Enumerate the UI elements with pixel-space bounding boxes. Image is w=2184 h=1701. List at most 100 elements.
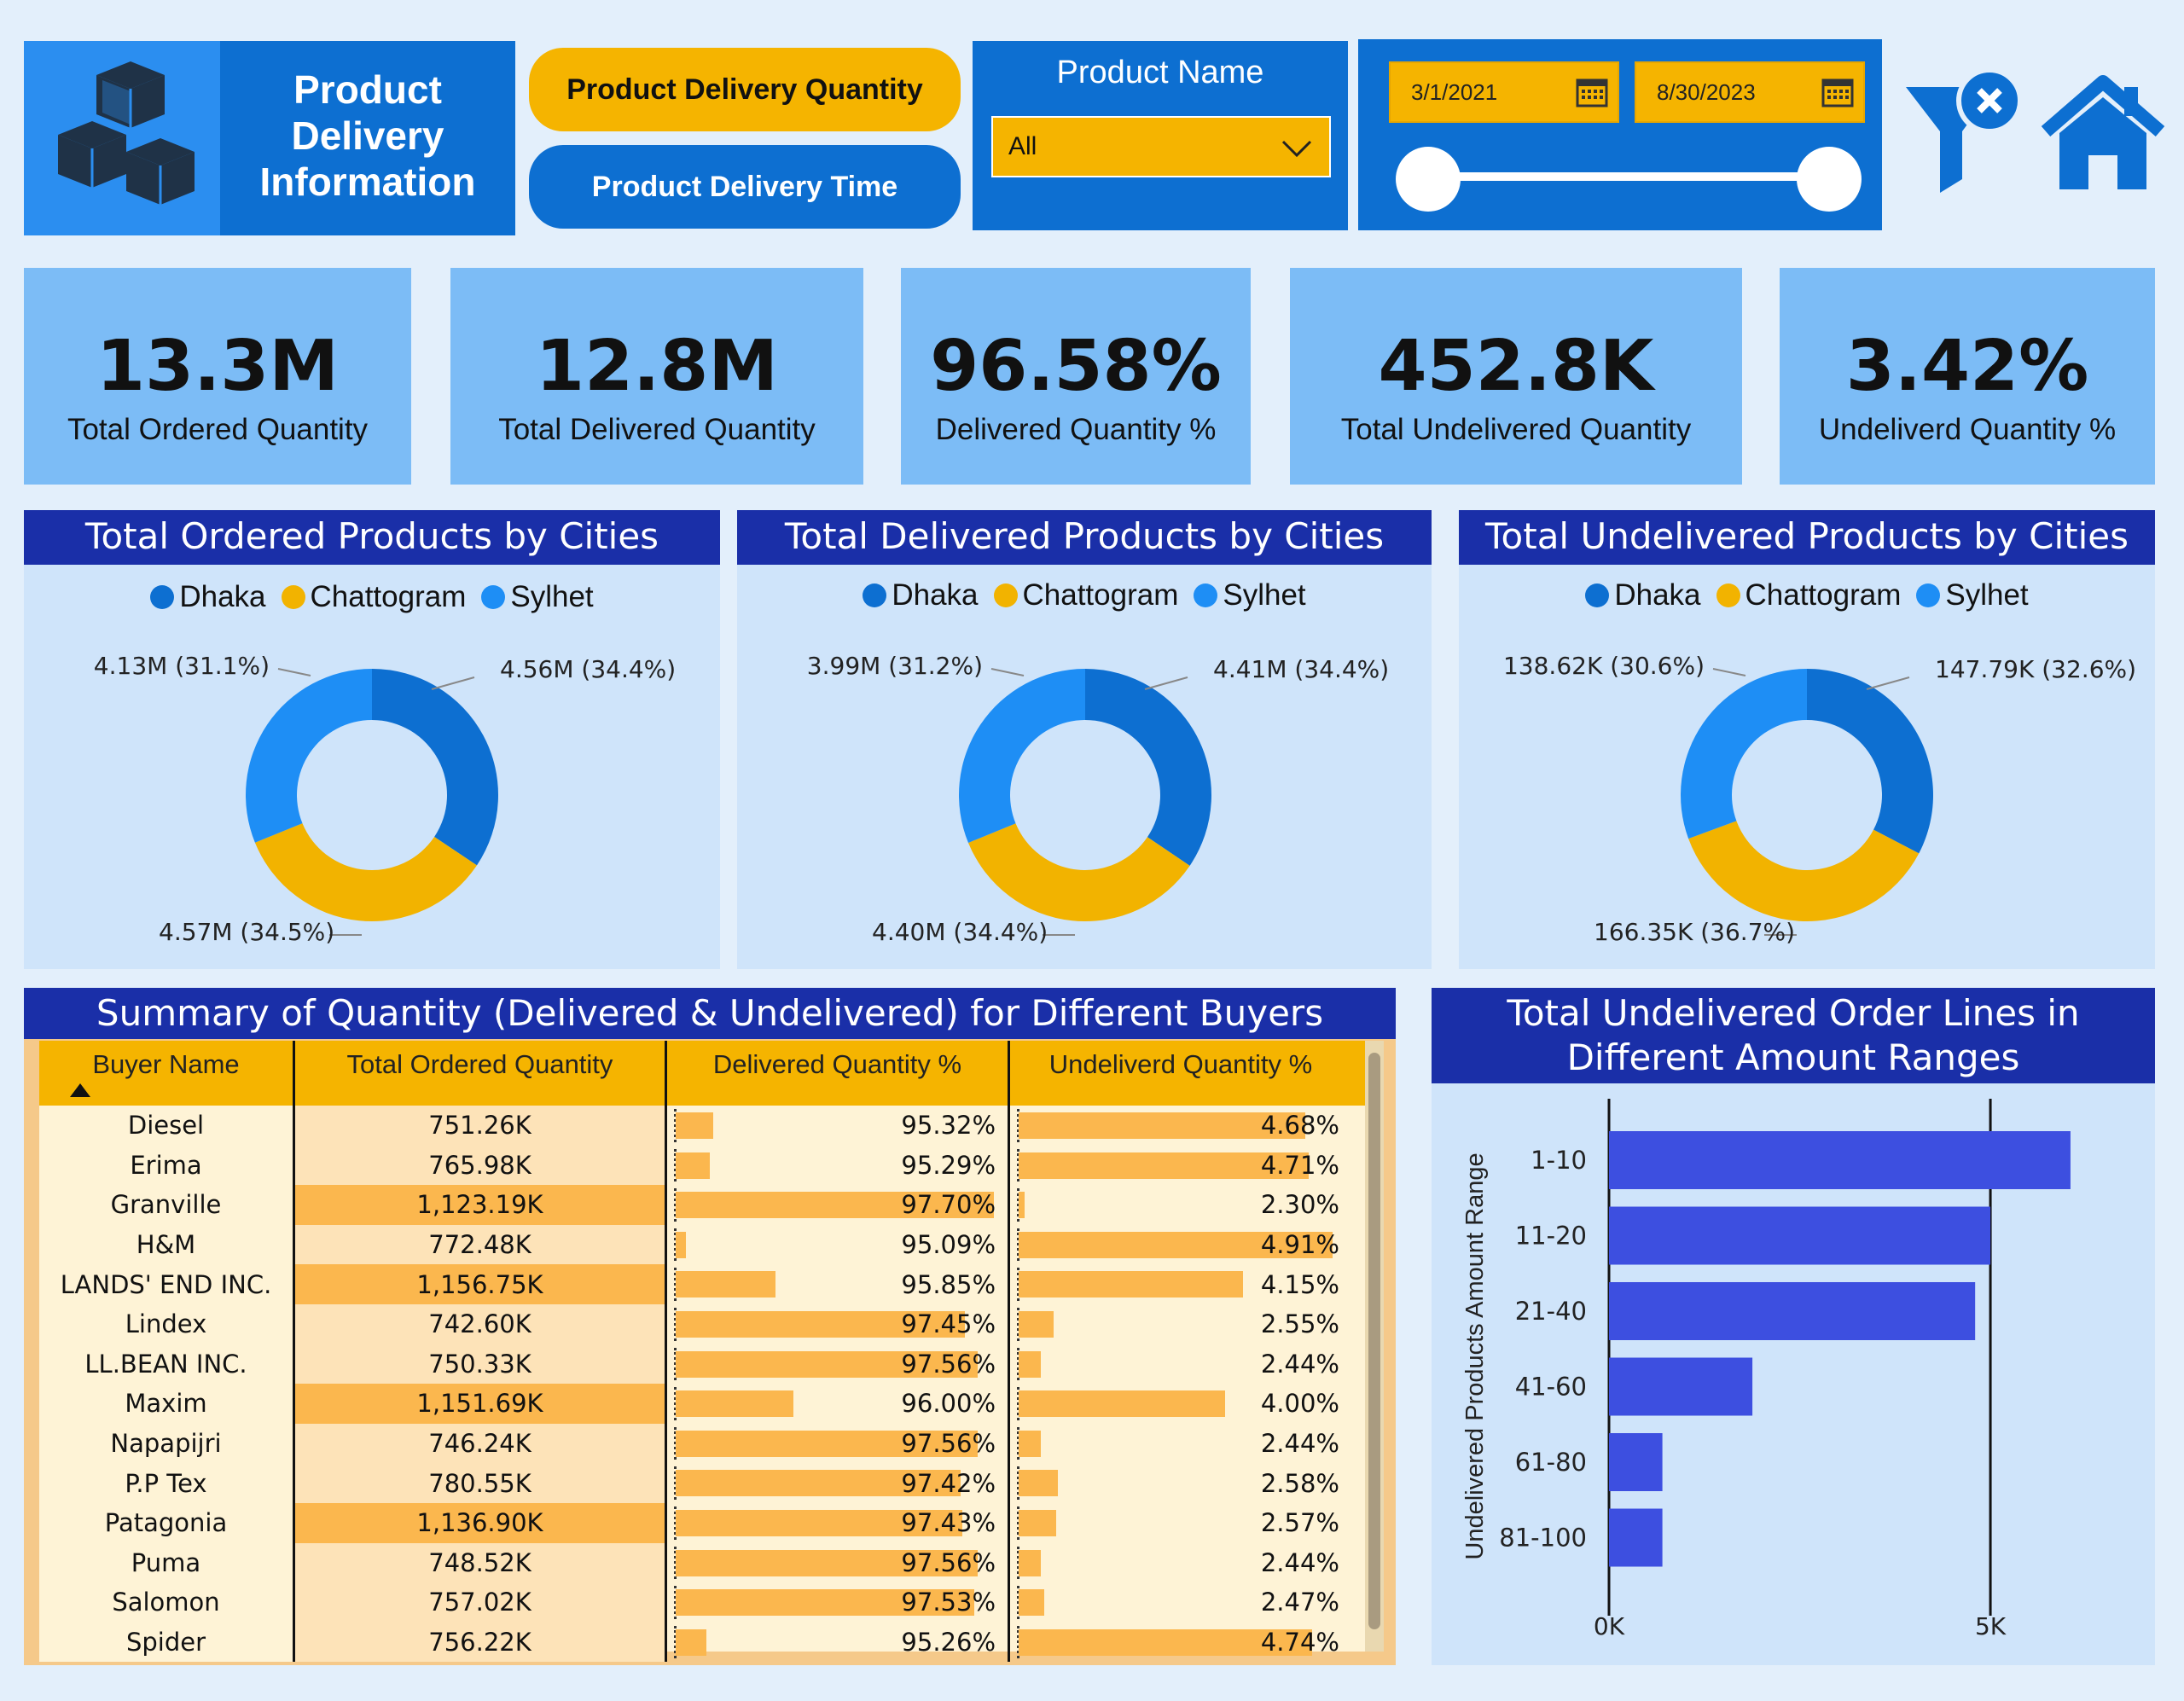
kpi-undelivered-quantity-percent: 3.42% Undeliverd Quantity % bbox=[1780, 268, 2155, 485]
bar-11-20[interactable] bbox=[1609, 1206, 1991, 1265]
data-bar bbox=[676, 1231, 687, 1258]
product-name-label: Product Name bbox=[1056, 55, 1264, 90]
cell-undelivered-percent: 2.30% bbox=[1010, 1185, 1351, 1225]
table-row[interactable]: Spider 756.22K 95.26% 4.74% bbox=[39, 1622, 1384, 1663]
cell-text: Patagonia bbox=[104, 1508, 228, 1538]
legend-item-chattogram[interactable]: Chattogram bbox=[281, 580, 466, 614]
donut-slice-sylhet[interactable] bbox=[1681, 669, 1807, 839]
product-delivery-time-button[interactable]: Product Delivery Time bbox=[529, 145, 961, 229]
leader-line bbox=[1866, 676, 1910, 690]
legend-item-chattogram[interactable]: Chattogram bbox=[993, 578, 1178, 612]
date-slider-start-handle[interactable] bbox=[1396, 147, 1461, 212]
cell-text: 746.24K bbox=[428, 1429, 531, 1459]
chart-title: Total Ordered Products by Cities bbox=[24, 510, 720, 565]
cell-text: 2.44% bbox=[1260, 1429, 1339, 1459]
table-title: Summary of Quantity (Delivered & Undeliv… bbox=[24, 988, 1396, 1039]
scrollbar-thumb[interactable] bbox=[1368, 1053, 1380, 1629]
cell-text: 97.43% bbox=[901, 1508, 996, 1538]
bar-chart-svg[interactable]: 0K 5K 1-10 11-20 21-40 41-60 61-80 81-100 Undeli… bbox=[1432, 988, 2155, 1665]
cell-text: 2.55% bbox=[1260, 1309, 1339, 1339]
legend-item-sylhet[interactable]: Sylhet bbox=[1194, 578, 1306, 612]
date-slider-track[interactable] bbox=[1426, 172, 1829, 181]
cell-text: 2.44% bbox=[1260, 1349, 1339, 1379]
table-body: Diesel 751.26K 95.32% 4.68% Erima 765.98K 95.2… bbox=[39, 1106, 1384, 1663]
table-row[interactable]: Napapijri 746.24K 97.56% 2.44% bbox=[39, 1423, 1384, 1464]
product-name-dropdown[interactable]: All bbox=[991, 116, 1331, 177]
cell-text: 97.53% bbox=[901, 1588, 996, 1617]
bar-1-10[interactable] bbox=[1609, 1131, 2071, 1189]
bar-21-40[interactable] bbox=[1609, 1282, 1976, 1340]
table-scrollbar[interactable] bbox=[1365, 1041, 1384, 1652]
product-delivery-quantity-button[interactable]: Product Delivery Quantity bbox=[529, 48, 961, 131]
table-row[interactable]: H&M 772.48K 95.09% 4.91% bbox=[39, 1224, 1384, 1265]
cell-text: 95.09% bbox=[901, 1230, 996, 1260]
cell-text: LL.BEAN INC. bbox=[84, 1349, 247, 1379]
start-date-input[interactable]: 3/1/2021 bbox=[1389, 61, 1619, 123]
legend-dot bbox=[1916, 583, 1941, 607]
donut-slice-dhaka[interactable] bbox=[1085, 669, 1211, 866]
cell-total-ordered: 751.26K bbox=[295, 1106, 667, 1146]
legend-item-dhaka[interactable]: Dhaka bbox=[863, 578, 979, 612]
table-row[interactable]: P.P Tex 780.55K 97.42% 2.58% bbox=[39, 1463, 1384, 1503]
delivered-donut-svg[interactable]: 4.41M (34.4%) 4.40M (34.4%) 3.99M (31.2%) bbox=[737, 510, 1432, 969]
donut-slice-dhaka[interactable] bbox=[1807, 669, 1933, 854]
calendar-icon[interactable] bbox=[1821, 75, 1855, 109]
cell-undelivered-percent: 4.15% bbox=[1010, 1264, 1351, 1304]
legend-item-sylhet[interactable]: Sylhet bbox=[1916, 578, 2029, 612]
bar-axis bbox=[1017, 1546, 1019, 1580]
column-header-total-ordered[interactable]: Total Ordered Quantity bbox=[295, 1041, 667, 1106]
bar-61-80[interactable] bbox=[1609, 1433, 1663, 1491]
kpi-value: 3.42% bbox=[1845, 326, 2089, 407]
home-icon[interactable] bbox=[2039, 75, 2167, 194]
calendar-icon[interactable] bbox=[1575, 75, 1609, 109]
table-row[interactable]: Granville 1,123.19K 97.70% 2.30% bbox=[39, 1185, 1384, 1225]
data-bar bbox=[1019, 1152, 1309, 1179]
sort-ascending-icon[interactable] bbox=[68, 1082, 92, 1099]
cell-delivered-percent: 97.53% bbox=[667, 1582, 1010, 1623]
bar-41-60[interactable] bbox=[1609, 1357, 1753, 1416]
legend-item-dhaka[interactable]: Dhaka bbox=[150, 580, 266, 614]
cell-total-ordered: 748.52K bbox=[295, 1542, 667, 1583]
table-row[interactable]: Diesel 751.26K 95.32% 4.68% bbox=[39, 1106, 1384, 1146]
data-bar bbox=[1019, 1549, 1042, 1576]
table-row[interactable]: Lindex 742.60K 97.45% 2.55% bbox=[39, 1304, 1384, 1344]
column-header-undelivered-percent[interactable]: Undeliverd Quantity % bbox=[1010, 1041, 1351, 1106]
data-bar bbox=[676, 1430, 978, 1457]
legend-item-dhaka[interactable]: Dhaka bbox=[1585, 578, 1701, 612]
clear-filters-icon[interactable] bbox=[1901, 68, 2029, 205]
donut-slice-chattogram[interactable] bbox=[254, 823, 477, 921]
date-slider-end-handle[interactable] bbox=[1797, 147, 1862, 212]
bar-81-100[interactable] bbox=[1609, 1508, 1663, 1567]
cell-text: 95.26% bbox=[901, 1628, 996, 1657]
cell-text: 742.60K bbox=[428, 1309, 531, 1339]
table-row[interactable]: LANDS' END INC. 1,156.75K 95.85% 4.15% bbox=[39, 1264, 1384, 1304]
table-row[interactable]: Patagonia 1,136.90K 97.43% 2.57% bbox=[39, 1503, 1384, 1543]
cell-undelivered-percent: 2.44% bbox=[1010, 1543, 1351, 1583]
end-date-input[interactable]: 8/30/2023 bbox=[1635, 61, 1865, 123]
cell-text: 96.00% bbox=[901, 1389, 996, 1419]
table-row[interactable]: Salomon 757.02K 97.53% 2.47% bbox=[39, 1582, 1384, 1623]
report-logo-banner: Product Delivery Information bbox=[24, 41, 515, 235]
cell-text: H&M bbox=[136, 1230, 196, 1260]
legend-item-sylhet[interactable]: Sylhet bbox=[481, 580, 594, 614]
bar-axis bbox=[1017, 1586, 1019, 1619]
bar-axis bbox=[674, 1347, 677, 1381]
donut-slice-dhaka[interactable] bbox=[372, 669, 498, 866]
undelivered-donut-svg[interactable]: 147.79K (32.6%) 166.35K (36.7%) 138.62K (3… bbox=[1459, 510, 2155, 969]
donut-slice-sylhet[interactable] bbox=[959, 669, 1085, 843]
column-header-buyer-name[interactable]: Buyer Name bbox=[39, 1041, 295, 1106]
bar-axis bbox=[1017, 1466, 1019, 1500]
donut-slice-chattogram[interactable] bbox=[1688, 821, 1920, 921]
donut-slice-chattogram[interactable] bbox=[967, 823, 1190, 921]
legend-item-chattogram[interactable]: Chattogram bbox=[1716, 578, 1901, 612]
table-row[interactable]: Puma 748.52K 97.56% 2.44% bbox=[39, 1542, 1384, 1583]
data-label: 138.62K (30.6%) bbox=[1503, 652, 1705, 680]
column-header-delivered-percent[interactable]: Delivered Quantity % bbox=[667, 1041, 1010, 1106]
donut-slice-sylhet[interactable] bbox=[245, 669, 372, 843]
ordered-donut-svg[interactable]: 4.56M (34.4%) 4.57M (34.5%) 4.13M (31.1%) bbox=[24, 510, 720, 969]
table-row[interactable]: LL.BEAN INC. 750.33K 97.56% 2.44% bbox=[39, 1344, 1384, 1385]
cell-text: 97.56% bbox=[901, 1429, 996, 1459]
bar-axis bbox=[1017, 1387, 1019, 1420]
table-row[interactable]: Erima 765.98K 95.29% 4.71% bbox=[39, 1145, 1384, 1186]
table-row[interactable]: Maxim 1,151.69K 96.00% 4.00% bbox=[39, 1384, 1384, 1424]
